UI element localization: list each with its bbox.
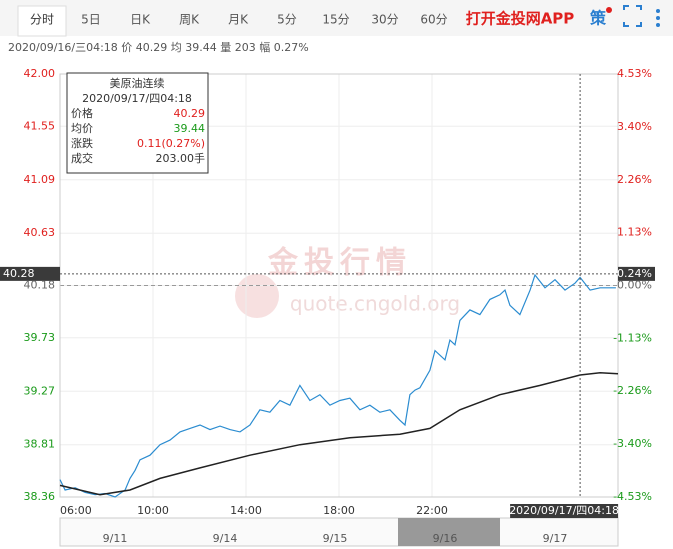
- plot-frame: [59, 73, 619, 498]
- y-tick-label: 42.00: [24, 67, 56, 80]
- y-tick-label: 41.55: [24, 119, 56, 132]
- tab[interactable]: 周K: [179, 13, 200, 27]
- tab[interactable]: 60分: [420, 13, 447, 27]
- fullscreen-icon[interactable]: [623, 5, 642, 27]
- y2-tick-label: 3.40%: [617, 120, 652, 133]
- navigator: [59, 517, 619, 547]
- tab[interactable]: 5分: [277, 13, 297, 27]
- series-line: [59, 371, 619, 496]
- y-tick-label: 38.36: [24, 490, 56, 503]
- tab[interactable]: 日K: [130, 13, 151, 27]
- y-tick-label: 40.18: [24, 279, 56, 292]
- tooltip-label: 涨跌: [71, 136, 93, 150]
- y2-tick-label: -4.53%: [613, 490, 652, 503]
- x-tick-label: 14:00: [230, 504, 262, 517]
- active-tab: [17, 5, 67, 37]
- tab[interactable]: 30分: [371, 13, 398, 27]
- navigator-window[interactable]: [398, 518, 500, 546]
- tooltip-value: 203.00手: [156, 151, 206, 165]
- y2-tick-label: 1.13%: [617, 226, 652, 239]
- tooltip-label: 成交: [71, 151, 93, 165]
- x-tick-label: 06:00: [60, 504, 92, 517]
- tooltip-box: [66, 72, 209, 174]
- y-tick-label: 39.73: [24, 331, 56, 344]
- x-tick-label: 10:00: [137, 504, 169, 517]
- x-tick-label: 18:00: [323, 504, 355, 517]
- strategy-button[interactable]: 策: [589, 9, 607, 28]
- tab[interactable]: 分时: [30, 13, 54, 27]
- x-tick-label: 22:00: [416, 504, 448, 517]
- toolbar: [0, 0, 673, 36]
- y-tick-label: 40.63: [24, 226, 56, 239]
- tooltip-value: 39.44: [174, 122, 206, 135]
- y-tick-label: 41.09: [24, 173, 56, 186]
- crosshair-y-label: 40.28: [3, 267, 35, 280]
- navigator-date: 9/17: [543, 532, 568, 545]
- tooltip-value: 0.11(0.27%): [137, 137, 205, 150]
- tab[interactable]: 5日: [81, 13, 101, 27]
- crosshair-x-label: 2020/09/17/四04:18: [509, 504, 619, 517]
- tooltip-time: 2020/09/17/四04:18: [82, 92, 192, 105]
- tooltip-title: 美原油连续: [110, 76, 165, 90]
- app-link[interactable]: 打开金投网APP: [466, 10, 575, 28]
- tab[interactable]: 月K: [228, 13, 249, 27]
- y2-tick-label: 2.26%: [617, 173, 652, 186]
- navigator-date: 9/14: [213, 532, 238, 545]
- watermark-url: quote.cngold.org: [290, 292, 460, 316]
- tooltip-label: 价格: [71, 106, 93, 120]
- navigator-date: 9/16: [433, 532, 458, 545]
- crosshair-y2-label: 0.24%: [617, 267, 652, 280]
- tooltip-label: 均价: [71, 122, 93, 135]
- navigator-date: 9/15: [323, 532, 348, 545]
- y-tick-label: 39.27: [24, 384, 56, 397]
- badge: [606, 7, 612, 13]
- y2-tick-label: 0.00%: [617, 279, 652, 292]
- y-tick-label: 38.81: [24, 438, 56, 451]
- y2-tick-label: -3.40%: [613, 437, 652, 450]
- tooltip-value: 40.29: [174, 107, 206, 120]
- y2-tick-label: -1.13%: [613, 331, 652, 344]
- watermark-title: 金投行情: [267, 246, 412, 281]
- tab[interactable]: 15分: [322, 13, 349, 27]
- navigator-date: 9/11: [103, 532, 128, 545]
- crosshair-x-box: [510, 504, 619, 518]
- info-line: 2020/09/16/三04:18 价 40.29 均 39.44 量 203 …: [8, 41, 309, 54]
- series-line: [59, 273, 616, 498]
- crosshair-y2-box: [618, 266, 655, 281]
- crosshair-y-box: [0, 266, 60, 281]
- y2-tick-label: 4.53%: [617, 67, 652, 80]
- watermark-logo: [235, 274, 279, 318]
- settings-icon[interactable]: [656, 9, 660, 27]
- y2-tick-label: -2.26%: [613, 384, 652, 397]
